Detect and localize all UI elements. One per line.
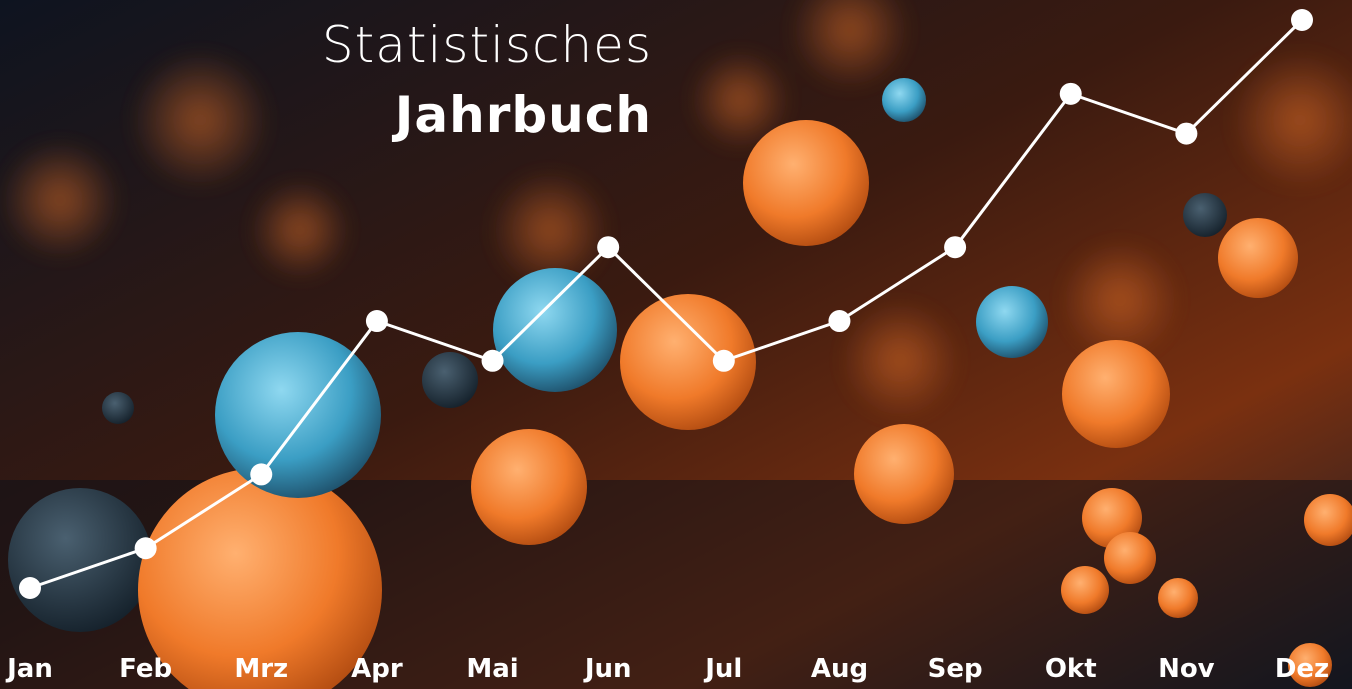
x-tick-label: Dez [1275,654,1329,684]
x-tick-label: Okt [1045,654,1097,684]
chart-title: Statistisches [322,16,652,74]
x-tick-label: Jan [5,654,53,684]
point [1060,83,1082,105]
chart-subtitle: Jahrbuch [392,86,652,144]
x-tick-label: Mrz [234,654,288,684]
chart: Statistisches Jahrbuch Jan Feb Mrz Apr Mai Ju… [0,0,1352,689]
x-tick-label: Feb [119,654,172,684]
x-tick-label: Jul [703,654,742,684]
point [1291,9,1313,31]
x-tick-label: Nov [1158,654,1215,684]
point [366,310,388,332]
point [597,236,619,258]
x-tick-label: Jun [583,654,632,684]
x-tick-label: Aug [811,654,868,684]
x-tick-label: Apr [351,654,403,684]
point [944,236,966,258]
point [19,577,41,599]
point [250,463,272,485]
point [1175,123,1197,145]
background [0,0,1352,689]
point [135,537,157,559]
x-tick-label: Sep [928,654,983,684]
point [713,350,735,372]
x-tick-label: Mai [466,654,518,684]
point [482,350,504,372]
point [828,310,850,332]
